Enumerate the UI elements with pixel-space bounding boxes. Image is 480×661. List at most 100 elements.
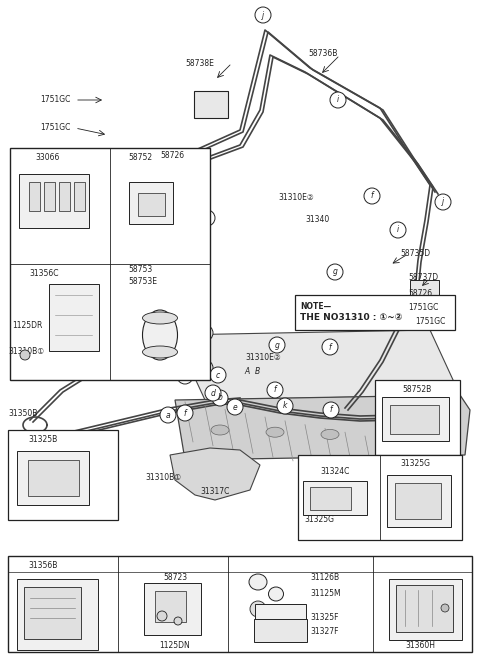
Circle shape bbox=[197, 325, 213, 341]
Text: j: j bbox=[117, 270, 119, 278]
FancyBboxPatch shape bbox=[310, 486, 350, 510]
FancyBboxPatch shape bbox=[44, 182, 55, 210]
Ellipse shape bbox=[211, 425, 229, 435]
Text: 31350B: 31350B bbox=[8, 408, 37, 418]
Text: 58735D: 58735D bbox=[400, 249, 430, 258]
Circle shape bbox=[364, 188, 380, 204]
Text: e: e bbox=[236, 561, 240, 570]
Polygon shape bbox=[170, 448, 260, 500]
Text: 31325B: 31325B bbox=[28, 436, 57, 444]
FancyBboxPatch shape bbox=[194, 91, 228, 118]
FancyBboxPatch shape bbox=[59, 182, 70, 210]
Text: b: b bbox=[203, 364, 207, 373]
Circle shape bbox=[11, 433, 25, 447]
Text: 31325G: 31325G bbox=[400, 459, 430, 469]
Circle shape bbox=[322, 339, 338, 355]
Circle shape bbox=[121, 558, 135, 572]
Text: k: k bbox=[16, 436, 20, 444]
Text: 58723: 58723 bbox=[163, 574, 187, 582]
Text: 58752B: 58752B bbox=[402, 385, 432, 393]
Text: 1751GC: 1751GC bbox=[415, 317, 445, 327]
Text: 31310B①: 31310B① bbox=[8, 348, 44, 356]
FancyBboxPatch shape bbox=[382, 397, 449, 441]
Text: 33066: 33066 bbox=[35, 153, 60, 161]
Circle shape bbox=[301, 457, 315, 471]
Circle shape bbox=[277, 398, 293, 414]
Circle shape bbox=[174, 617, 182, 625]
Bar bbox=[375, 380, 460, 455]
FancyBboxPatch shape bbox=[389, 405, 439, 434]
Text: g: g bbox=[333, 268, 337, 276]
Text: B: B bbox=[254, 368, 260, 377]
Circle shape bbox=[12, 267, 26, 281]
FancyBboxPatch shape bbox=[387, 475, 451, 527]
Text: k: k bbox=[283, 401, 287, 410]
Text: 31356B: 31356B bbox=[28, 561, 58, 570]
Text: a: a bbox=[183, 371, 187, 381]
FancyBboxPatch shape bbox=[28, 182, 39, 210]
Text: 31125M: 31125M bbox=[310, 588, 341, 598]
Circle shape bbox=[435, 194, 451, 210]
Text: 58726: 58726 bbox=[408, 288, 432, 297]
Circle shape bbox=[227, 399, 243, 415]
Circle shape bbox=[205, 385, 221, 401]
Circle shape bbox=[160, 407, 176, 423]
FancyBboxPatch shape bbox=[388, 578, 461, 639]
Polygon shape bbox=[175, 330, 460, 400]
Text: 31310E②: 31310E② bbox=[245, 354, 281, 362]
FancyBboxPatch shape bbox=[137, 192, 165, 215]
Text: b: b bbox=[387, 459, 393, 469]
Text: j: j bbox=[442, 198, 444, 206]
Circle shape bbox=[210, 367, 226, 383]
Text: A: A bbox=[244, 368, 250, 377]
Circle shape bbox=[111, 267, 125, 281]
Text: 31327F: 31327F bbox=[310, 627, 338, 637]
FancyBboxPatch shape bbox=[24, 587, 81, 639]
Text: i: i bbox=[397, 225, 399, 235]
Text: g: g bbox=[275, 340, 279, 350]
Text: 58737D: 58737D bbox=[408, 274, 438, 282]
Text: d: d bbox=[211, 389, 216, 397]
Text: 31324C: 31324C bbox=[320, 467, 349, 477]
Text: b: b bbox=[217, 393, 222, 403]
Text: f: f bbox=[382, 561, 384, 570]
FancyBboxPatch shape bbox=[155, 590, 185, 621]
FancyBboxPatch shape bbox=[254, 603, 305, 629]
Text: 31317C: 31317C bbox=[200, 488, 229, 496]
Circle shape bbox=[199, 210, 215, 226]
FancyBboxPatch shape bbox=[253, 619, 307, 641]
Text: 31325F: 31325F bbox=[310, 613, 338, 623]
Circle shape bbox=[12, 558, 26, 572]
FancyBboxPatch shape bbox=[129, 182, 173, 224]
Text: 1751GC: 1751GC bbox=[40, 124, 71, 132]
Circle shape bbox=[390, 222, 406, 238]
Text: 31310E②: 31310E② bbox=[278, 192, 314, 202]
Ellipse shape bbox=[321, 430, 339, 440]
Circle shape bbox=[383, 457, 397, 471]
Bar bbox=[8, 556, 472, 652]
Circle shape bbox=[197, 360, 213, 376]
Text: 1125DN: 1125DN bbox=[160, 641, 191, 650]
Text: 31360H: 31360H bbox=[405, 641, 435, 650]
Text: 1125DR: 1125DR bbox=[12, 321, 42, 329]
FancyBboxPatch shape bbox=[16, 578, 97, 650]
Ellipse shape bbox=[376, 432, 394, 442]
Text: c: c bbox=[216, 371, 220, 379]
Circle shape bbox=[376, 558, 390, 572]
FancyBboxPatch shape bbox=[144, 583, 201, 635]
FancyBboxPatch shape bbox=[49, 284, 99, 351]
Text: d: d bbox=[126, 561, 131, 570]
Polygon shape bbox=[175, 395, 470, 460]
Text: j: j bbox=[262, 11, 264, 20]
Text: 58753E: 58753E bbox=[128, 278, 157, 286]
Text: 58736B: 58736B bbox=[308, 50, 337, 59]
FancyBboxPatch shape bbox=[409, 280, 439, 303]
Text: 31340: 31340 bbox=[305, 215, 329, 225]
Text: 58752: 58752 bbox=[128, 153, 152, 161]
Circle shape bbox=[157, 611, 167, 621]
FancyBboxPatch shape bbox=[395, 483, 441, 518]
Circle shape bbox=[250, 601, 266, 617]
Text: 58738E: 58738E bbox=[185, 59, 214, 67]
Circle shape bbox=[330, 92, 346, 108]
Circle shape bbox=[18, 150, 32, 164]
